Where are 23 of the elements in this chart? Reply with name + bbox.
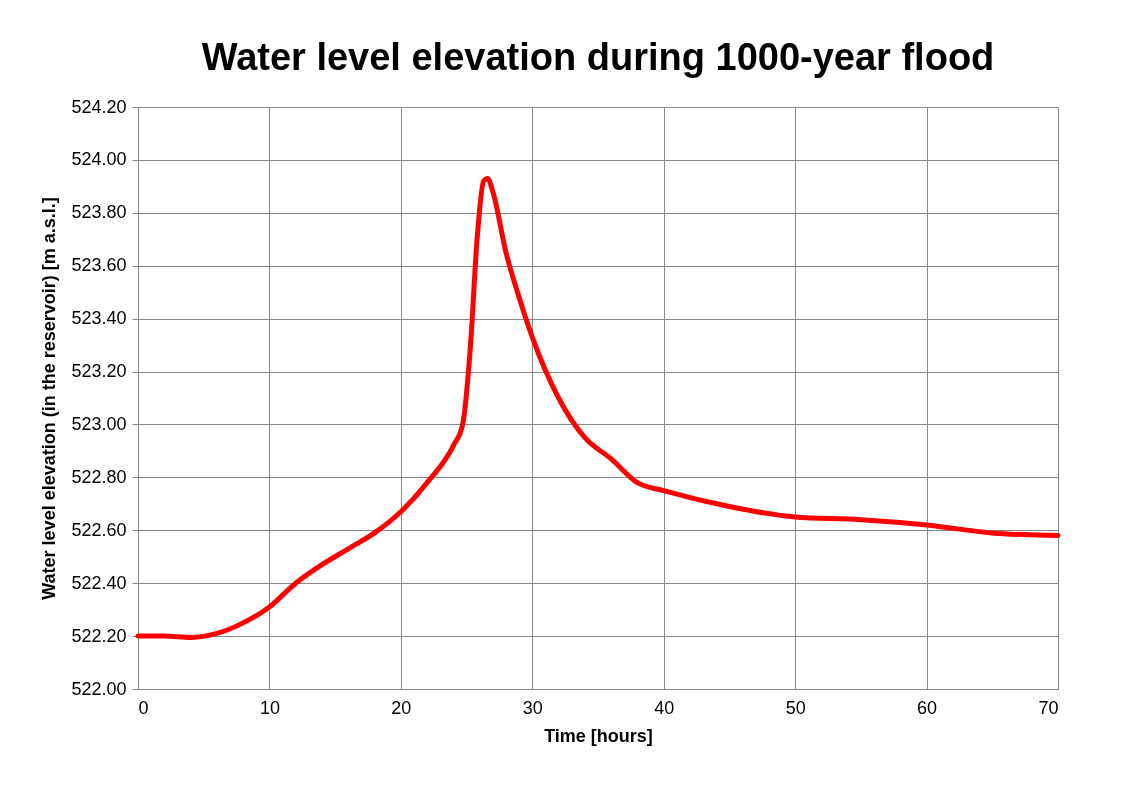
x-tick-label: 50 (785, 697, 806, 718)
x-tick-label: 60 (917, 697, 938, 718)
chart-title: Water level elevation during 1000-year flood (201, 36, 995, 78)
y-tick-label: 523.00 (71, 413, 127, 434)
x-tick-label: 40 (654, 697, 675, 718)
x-tick-label: 10 (259, 697, 280, 718)
x-tick-label: 70 (1038, 697, 1059, 718)
y-tick-label: 524.20 (71, 96, 127, 117)
x-axis-title: Time [hours] (544, 725, 653, 746)
y-tick-label: 522.20 (71, 625, 127, 646)
y-tick-label: 522.00 (71, 678, 127, 699)
y-tick-label: 523.60 (71, 255, 127, 276)
x-tick-label: 30 (522, 697, 543, 718)
y-tick-label: 522.80 (71, 466, 127, 487)
y-tick-label: 522.40 (71, 572, 127, 593)
y-tick-label: 522.60 (71, 519, 127, 540)
y-axis-title: Water level elevation (in the reservoir) [m a.s.l.] (39, 197, 60, 600)
y-tick-label: 523.80 (71, 202, 127, 223)
y-tick-label: 524.00 (71, 149, 127, 170)
y-tick-label: 523.40 (71, 308, 127, 329)
y-tick-label: 523.20 (71, 361, 127, 382)
x-tick-label: 20 (391, 697, 412, 718)
x-tick-label: 0 (138, 697, 149, 718)
